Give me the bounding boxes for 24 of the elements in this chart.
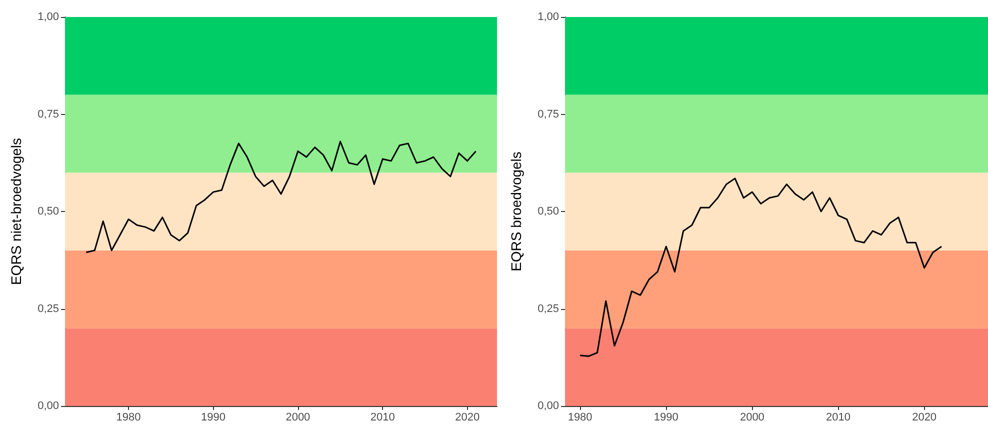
- y-tick-label: 0,50: [538, 206, 559, 218]
- y-tick-label: 0,75: [38, 108, 59, 120]
- y-tick-label: 0,25: [538, 302, 559, 315]
- x-tick-label: 1990: [654, 412, 678, 424]
- y-tick-label: 0,50: [38, 206, 59, 218]
- y-axis-title: EQRS niet-broedvogels: [8, 138, 24, 286]
- y-tick-label: 0,25: [38, 302, 59, 315]
- x-tick-label: 2000: [286, 412, 310, 424]
- y-tick-label: 0,75: [538, 108, 559, 120]
- x-tick-label: 2020: [912, 412, 937, 424]
- x-tick-label: 1980: [568, 412, 592, 424]
- y-tick-label: 1,00: [38, 11, 59, 23]
- x-tick-label: 2020: [455, 412, 480, 424]
- x-tick-label: 2000: [740, 412, 764, 424]
- y-axis-title: EQRS broedvogels: [508, 152, 524, 272]
- x-tick-label: 1980: [116, 412, 141, 424]
- x-tick-label: 1990: [200, 412, 226, 424]
- line-series: [579, 178, 942, 357]
- y-tick-label: 0,00: [38, 400, 59, 412]
- line-series: [85, 140, 477, 254]
- x-tick-label: 2010: [370, 412, 395, 424]
- y-tick-label: 0,00: [538, 400, 559, 412]
- x-tick-label: 2010: [826, 412, 850, 424]
- y-tick-label: 1,00: [538, 11, 559, 23]
